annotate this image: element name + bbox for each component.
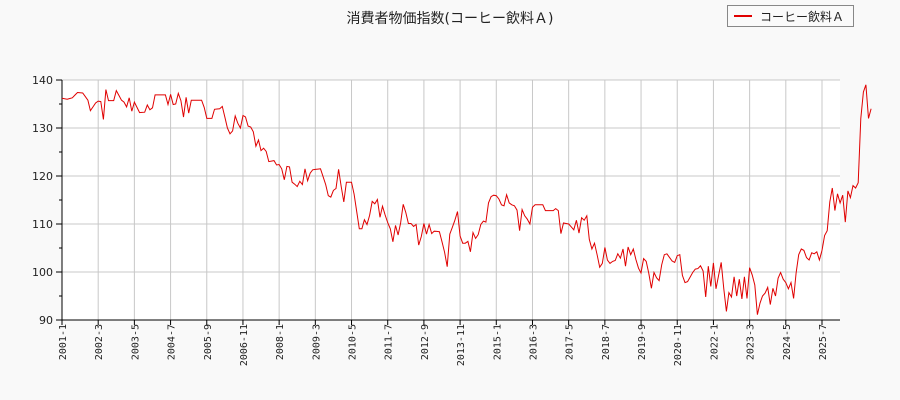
y-tick-label: 120 bbox=[32, 170, 53, 183]
x-tick-label: 2005-9 bbox=[203, 324, 214, 360]
chart-title: 消費者物価指数(コーヒー飲料Ａ) bbox=[346, 11, 554, 27]
x-tick-label: 2008-1 bbox=[275, 324, 286, 360]
x-tick-label: 2019-9 bbox=[637, 324, 648, 360]
legend: コーヒー飲料Ａ bbox=[727, 5, 854, 27]
x-tick-label: 2011-7 bbox=[384, 324, 395, 360]
x-tick-label: 2010-5 bbox=[348, 324, 359, 360]
x-tick-label: 2015-1 bbox=[492, 324, 503, 360]
y-tick-label: 90 bbox=[39, 314, 53, 327]
x-tick-label: 2020-11 bbox=[673, 324, 684, 366]
x-tick-label: 2006-11 bbox=[239, 324, 250, 366]
x-tick-label: 2012-9 bbox=[420, 324, 431, 360]
y-axis-ticks: 90 100 110 120 130 140 bbox=[32, 74, 62, 327]
x-tick-label: 2003-5 bbox=[130, 324, 141, 360]
x-tick-label: 2009-3 bbox=[311, 324, 322, 360]
x-tick-label: 2017-5 bbox=[565, 324, 576, 360]
x-tick-label: 2025-7 bbox=[818, 324, 829, 360]
x-tick-label: 2016-3 bbox=[528, 324, 539, 360]
x-tick-label: 2024-5 bbox=[782, 324, 793, 360]
y-tick-label: 110 bbox=[32, 218, 53, 231]
x-tick-label: 2002-3 bbox=[94, 324, 105, 360]
legend-swatch-red-line bbox=[734, 15, 752, 17]
series-line-coffee-drink-a bbox=[61, 84, 872, 315]
x-tick-label: 2022-1 bbox=[709, 324, 720, 360]
x-tick-label: 2023-3 bbox=[746, 324, 757, 360]
x-tick-label: 2018-7 bbox=[601, 324, 612, 360]
x-tick-label: 2001-1 bbox=[58, 324, 69, 360]
x-tick-label: 2013-11 bbox=[456, 324, 467, 366]
y-tick-label: 140 bbox=[32, 74, 53, 87]
x-tick-label: 2004-7 bbox=[167, 324, 178, 360]
y-tick-label: 100 bbox=[32, 266, 53, 279]
x-axis-ticks: 2001-1 2002-3 2003-5 2004-7 2005-9 2006-11 200… bbox=[58, 320, 829, 366]
y-tick-label: 130 bbox=[32, 122, 53, 135]
legend-label: コーヒー飲料Ａ bbox=[760, 9, 845, 24]
